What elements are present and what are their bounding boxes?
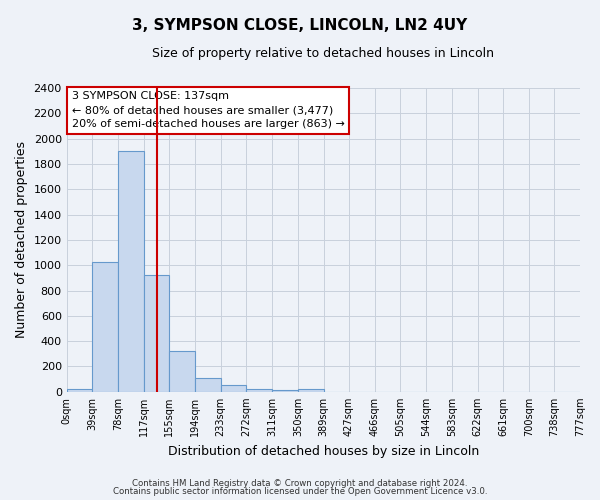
Y-axis label: Number of detached properties: Number of detached properties: [15, 142, 28, 338]
Text: Contains HM Land Registry data © Crown copyright and database right 2024.: Contains HM Land Registry data © Crown c…: [132, 478, 468, 488]
Text: 3 SYMPSON CLOSE: 137sqm
← 80% of detached houses are smaller (3,477)
20% of semi: 3 SYMPSON CLOSE: 137sqm ← 80% of detache…: [72, 91, 344, 129]
Bar: [298, 390, 323, 392]
Bar: [221, 386, 247, 392]
Bar: [92, 262, 118, 392]
Bar: [247, 388, 272, 392]
Text: 3, SYMPSON CLOSE, LINCOLN, LN2 4UY: 3, SYMPSON CLOSE, LINCOLN, LN2 4UY: [133, 18, 467, 32]
X-axis label: Distribution of detached houses by size in Lincoln: Distribution of detached houses by size …: [168, 444, 479, 458]
Title: Size of property relative to detached houses in Lincoln: Size of property relative to detached ho…: [152, 48, 494, 60]
Bar: [118, 152, 144, 392]
Text: Contains public sector information licensed under the Open Government Licence v3: Contains public sector information licen…: [113, 487, 487, 496]
Bar: [67, 390, 92, 392]
Bar: [169, 352, 195, 392]
Bar: [195, 378, 221, 392]
Bar: [272, 390, 298, 392]
Bar: [144, 276, 169, 392]
